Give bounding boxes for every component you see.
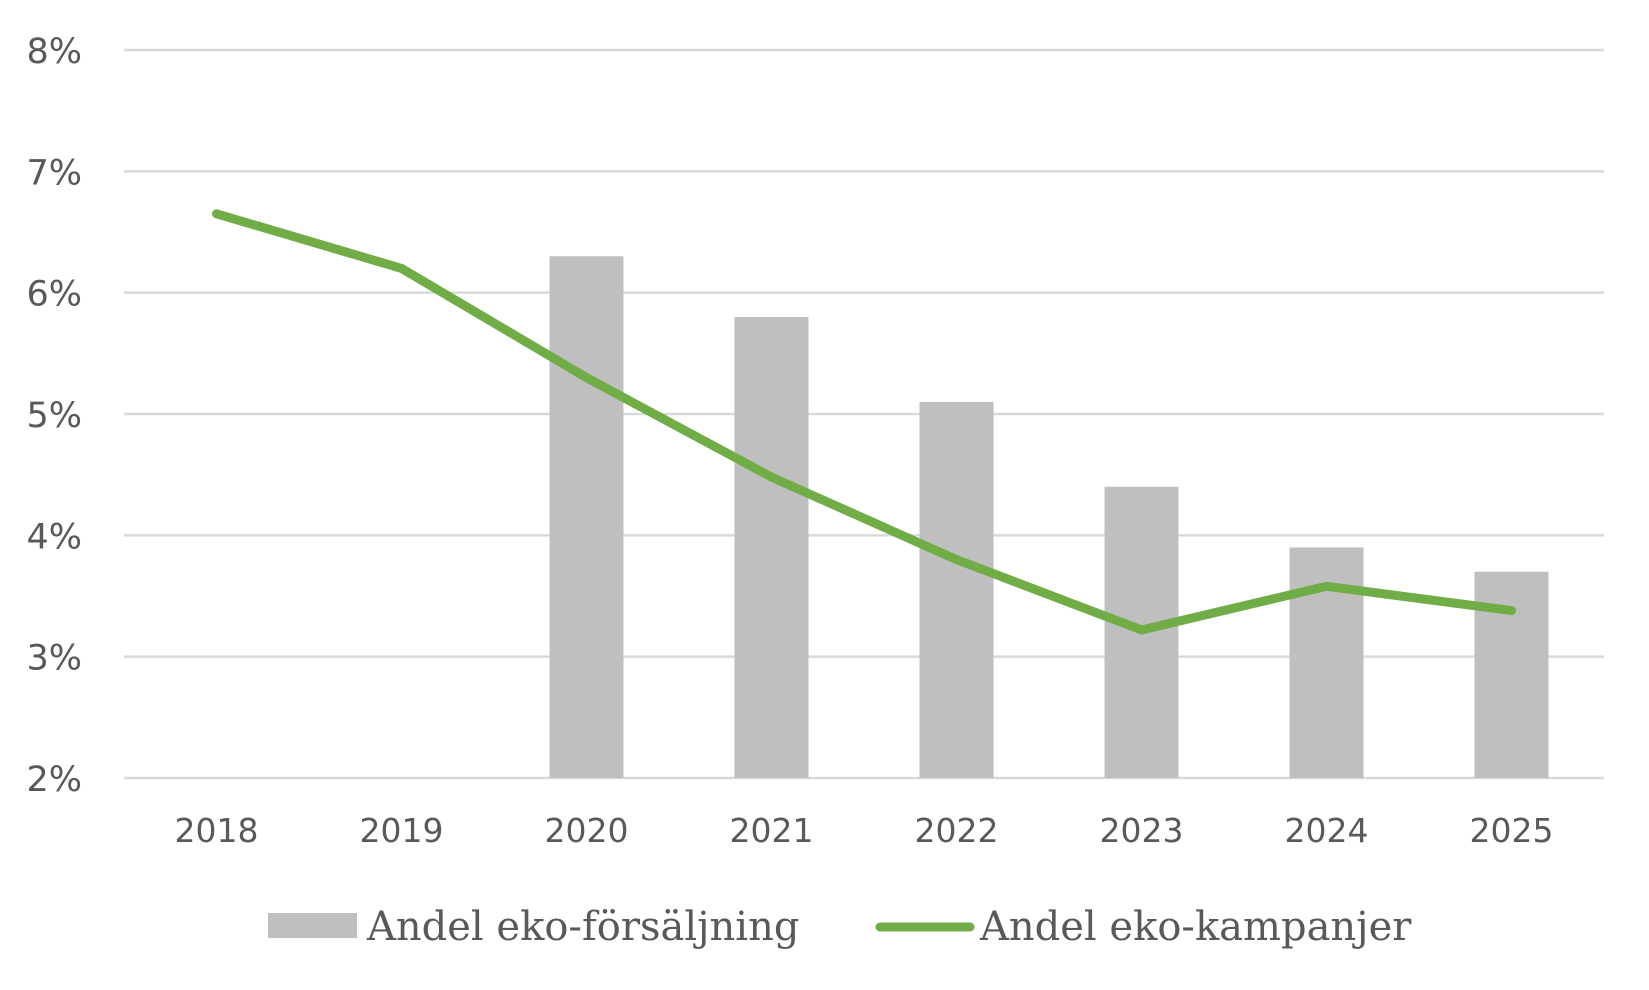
legend-swatch-bar — [268, 913, 357, 938]
legend-label-line: Andel eko-kampanjer — [979, 904, 1412, 950]
y-tick-label: 3% — [26, 639, 82, 679]
bar — [734, 316, 809, 778]
x-tick-label: 2020 — [545, 811, 629, 850]
x-tick-label: 2022 — [915, 811, 999, 850]
y-tick-label: 7% — [26, 153, 82, 193]
bar — [919, 401, 994, 778]
y-axis-ticks: 2% 3% 4% 5% 6% 7% 8% — [26, 32, 82, 800]
legend: Andel eko-försäljning Andel eko-kampanje… — [268, 904, 1412, 950]
line-series — [212, 209, 1516, 635]
y-tick-label: 4% — [26, 517, 82, 557]
legend-label-bar: Andel eko-försäljning — [366, 904, 799, 950]
x-tick-label: 2023 — [1100, 811, 1184, 850]
gridlines — [124, 48, 1604, 780]
x-tick-label: 2025 — [1470, 811, 1554, 850]
series-line — [212, 209, 1516, 635]
x-tick-label: 2018 — [175, 811, 259, 850]
y-tick-label: 2% — [26, 760, 82, 800]
x-tick-label: 2021 — [730, 811, 814, 850]
y-tick-label: 8% — [26, 32, 82, 72]
bar-series — [549, 256, 1549, 778]
bar — [549, 256, 624, 778]
x-tick-label: 2024 — [1285, 811, 1369, 850]
y-tick-label: 6% — [26, 275, 82, 315]
x-axis-ticks: 2018 2019 2020 2021 2022 2023 2024 2025 — [175, 811, 1554, 850]
x-tick-label: 2019 — [360, 811, 444, 850]
y-tick-label: 5% — [26, 396, 82, 436]
